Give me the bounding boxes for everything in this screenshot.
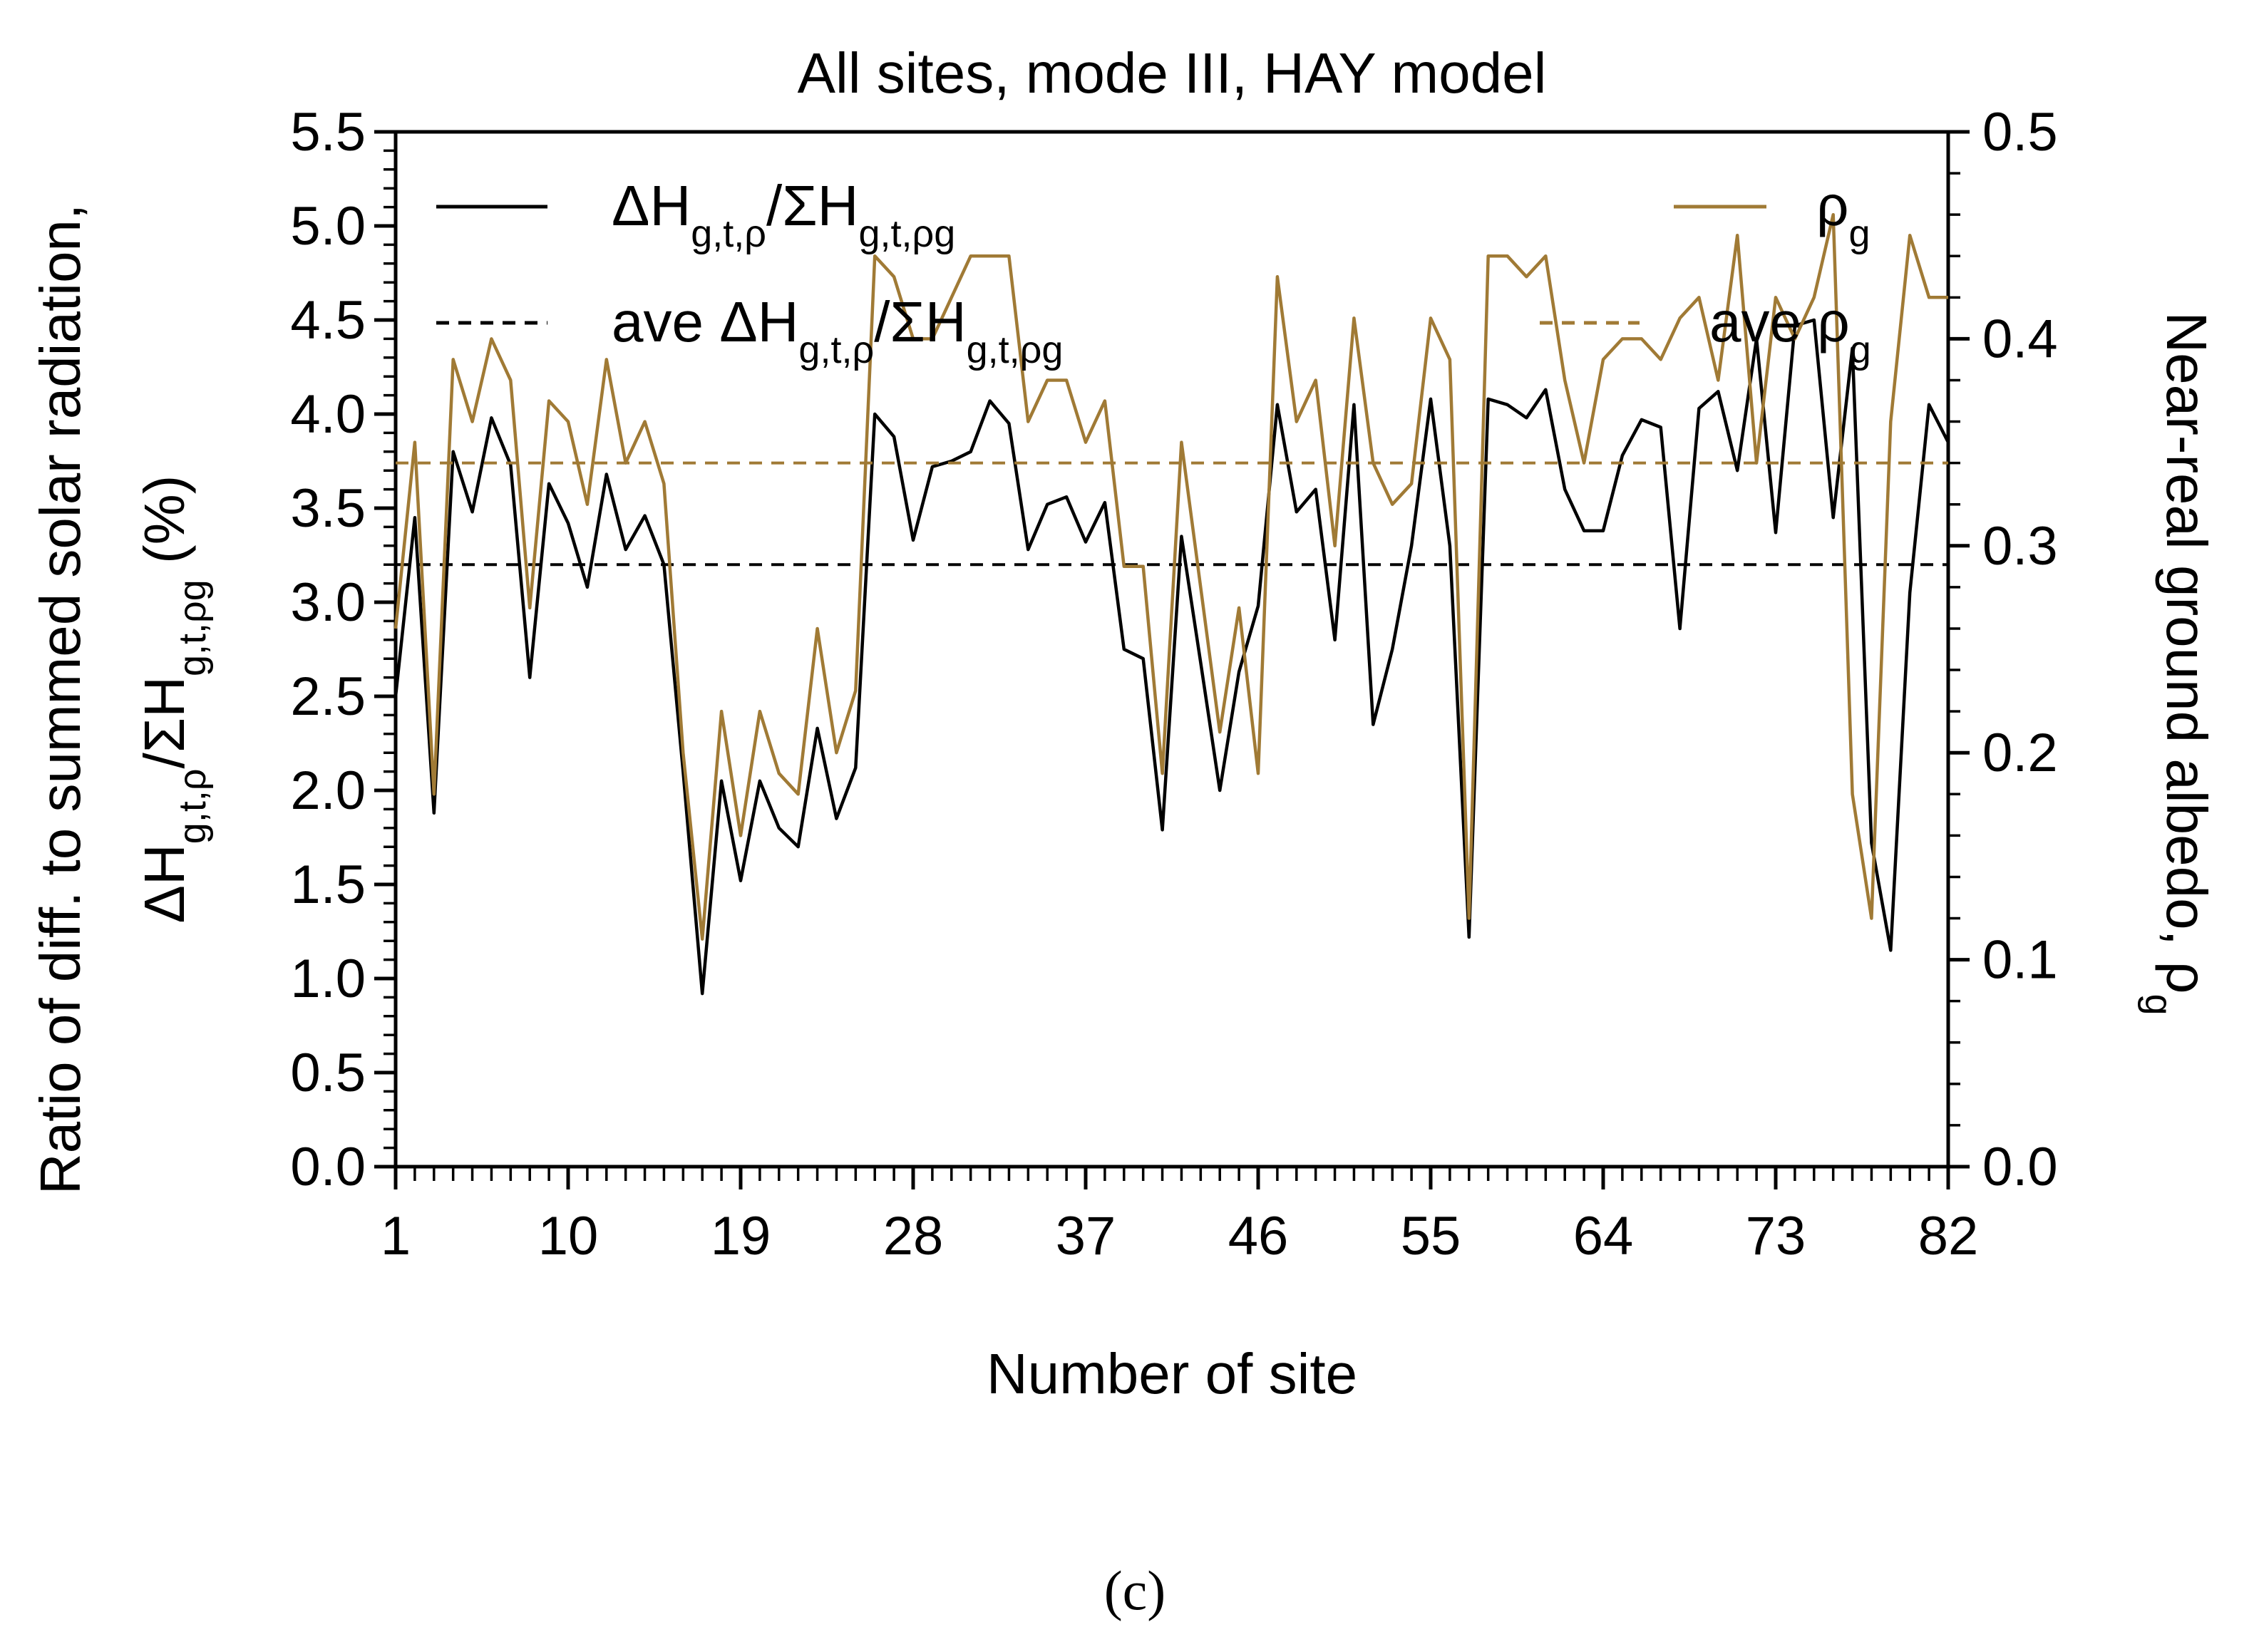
y-left-tick-label: 4.5 xyxy=(290,290,366,351)
y-left-tick-label: 2.5 xyxy=(290,666,366,727)
y-left-tick-label: 5.5 xyxy=(290,102,366,162)
y-right-axis-label: Near-real ground albedo, ρg xyxy=(2137,311,2218,1015)
axes-layer xyxy=(374,130,1970,1189)
series-line xyxy=(393,318,1950,996)
x-tick-label: 19 xyxy=(711,1206,771,1266)
legend-label: ave ρg xyxy=(1709,290,1871,371)
chart-title: All sites, mode III, HAY model xyxy=(798,41,1547,105)
x-tick-label: 10 xyxy=(538,1206,599,1266)
y-left-tick-label: 2.0 xyxy=(290,760,366,821)
y-right-tick-label: 0.0 xyxy=(1982,1137,2058,1197)
y-right-tick-label: 0.2 xyxy=(1982,723,2058,783)
y-left-axis-label-line2: ΔHg,t,ρ/ΣHg,t,ρg (%) xyxy=(133,475,214,924)
y-right-tick-label: 0.5 xyxy=(1982,102,2058,162)
legend-label: ΔHg,t,ρ/ΣHg,t,ρg xyxy=(612,174,955,255)
plot-frame xyxy=(393,130,1950,1169)
series-layer xyxy=(393,205,1950,996)
x-axis-label: Number of site xyxy=(987,1342,1357,1405)
x-tick-label: 1 xyxy=(381,1206,411,1266)
series-line xyxy=(393,212,1948,941)
y-left-tick-label: 0.0 xyxy=(290,1137,366,1197)
legend-label: ave ΔHg,t,ρ/ΣHg,t,ρg xyxy=(612,290,1063,371)
y-left-tick-label: 1.5 xyxy=(290,855,366,915)
y-left-tick-label: 1.0 xyxy=(290,949,366,1009)
y-left-tick-label: 4.0 xyxy=(290,384,366,445)
x-tick-label: 64 xyxy=(1573,1206,1634,1266)
x-tick-label: 55 xyxy=(1401,1206,1461,1266)
y-left-axis-label-line1: Ratio of diff. to summed solar radiation… xyxy=(29,204,92,1194)
legend-label: ρg xyxy=(1816,174,1871,255)
x-tick-label: 37 xyxy=(1056,1206,1116,1266)
y-right-tick-label: 0.4 xyxy=(1982,309,2058,369)
x-tick-label: 82 xyxy=(1918,1206,1979,1266)
panel-label: (c) xyxy=(1104,1559,1166,1621)
y-right-tick-label: 0.1 xyxy=(1982,930,2058,991)
text-layer: 0.0 0.5 1.0 1.5 2.0 2.5 3.0 3.5 4.0 4.5 5.0 5.5 0.0 0… xyxy=(29,41,2218,1621)
y-left-tick-label: 0.5 xyxy=(290,1043,366,1103)
y-right-tick-label: 0.3 xyxy=(1982,516,2058,577)
y-left-tick-label: 5.0 xyxy=(290,196,366,257)
x-tick-label: 73 xyxy=(1746,1206,1806,1266)
y-left-tick-label: 3.5 xyxy=(290,478,366,539)
x-tick-label: 28 xyxy=(883,1206,944,1266)
x-tick-label: 46 xyxy=(1228,1206,1289,1266)
y-left-tick-label: 3.0 xyxy=(290,572,366,633)
